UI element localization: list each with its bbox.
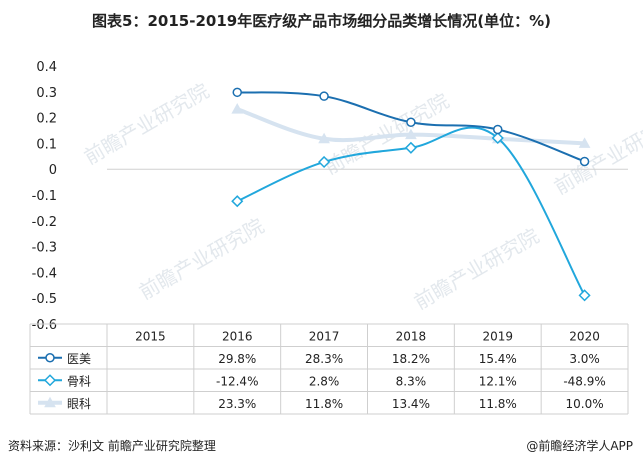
legend-marker-2 <box>44 396 56 408</box>
series-line-1 <box>236 126 586 297</box>
y-tick-label-10: -0.6 <box>32 318 57 333</box>
y-tick-label-5: -0.1 <box>32 189 57 204</box>
data-label-0-2020: 3.0% <box>569 352 600 366</box>
y-tick-label-9: -0.5 <box>32 292 57 307</box>
data-label-1-2018: 8.3% <box>396 374 427 388</box>
point-1-2020 <box>578 289 591 302</box>
watermark-text-2: 前瞻产业研究院 <box>135 214 268 305</box>
x-tick-label-2015: 2015 <box>135 329 166 343</box>
y-tick-label-3: 0.1 <box>36 137 57 152</box>
x-tick-label-2018: 2018 <box>396 329 427 343</box>
data-label-0-2017: 28.3% <box>305 352 343 366</box>
y-tick-label-4: 0 <box>49 163 57 178</box>
y-tick-label-2: 0.2 <box>36 112 57 127</box>
point-0-2017 <box>319 91 329 101</box>
data-label-0-2019: 15.4% <box>479 352 517 366</box>
point-0-2020 <box>579 156 590 167</box>
legend-marker-1 <box>43 374 57 387</box>
legend-marker-0 <box>45 353 55 363</box>
data-label-2-2016: 23.3% <box>218 397 256 411</box>
brand-label: @前瞻经济学人APP <box>526 439 633 453</box>
point-0-2019 <box>493 124 503 135</box>
y-tick-label-8: -0.4 <box>32 266 57 281</box>
legend-label-1: 骨科 <box>67 374 91 388</box>
data-label-1-2019: 12.1% <box>479 374 517 388</box>
data-label-1-2020: -48.9% <box>563 374 605 388</box>
point-0-2018 <box>406 117 416 127</box>
source-note: 资料来源：沙利文 前瞻产业研究院整理 <box>8 439 216 453</box>
x-tick-label-2017: 2017 <box>309 329 340 343</box>
point-2-2020 <box>578 137 591 148</box>
point-1-2018 <box>404 141 417 154</box>
point-1-2017 <box>318 155 331 169</box>
watermark-text-0: 前瞻产业研究院 <box>80 79 213 170</box>
point-1-2019 <box>491 131 504 145</box>
data-label-2-2020: 10.0% <box>566 397 604 411</box>
legend-label-2: 眼科 <box>67 397 91 411</box>
y-tick-label-0: 0.4 <box>36 60 57 75</box>
point-0-2016 <box>232 87 242 98</box>
data-label-1-2017: 2.8% <box>309 374 340 388</box>
data-label-2-2018: 13.4% <box>392 397 430 411</box>
watermark-text-3: 前瞻产业研究院 <box>410 224 543 315</box>
data-label-1-2016: -12.4% <box>216 374 258 388</box>
x-tick-label-2020: 2020 <box>569 329 600 343</box>
y-tick-label-1: 0.3 <box>36 86 57 101</box>
point-2-2017 <box>318 132 330 144</box>
y-tick-label-6: -0.2 <box>32 215 57 230</box>
point-2-2018 <box>405 128 417 140</box>
data-label-0-2016: 29.8% <box>218 352 256 366</box>
chart-title: 图表5：2015-2019年医疗级产品市场细分品类增长情况(单位：%) <box>92 12 551 30</box>
data-label-2-2017: 11.8% <box>305 397 343 411</box>
data-label-0-2018: 18.2% <box>392 352 430 366</box>
point-1-2016 <box>231 195 244 208</box>
point-2-2016 <box>231 103 244 114</box>
x-tick-label-2019: 2019 <box>482 329 513 343</box>
data-label-2-2019: 11.8% <box>479 397 517 411</box>
x-tick-label-2016: 2016 <box>222 329 253 343</box>
legend-label-0: 医美 <box>67 352 91 366</box>
y-tick-label-7: -0.3 <box>32 241 57 256</box>
